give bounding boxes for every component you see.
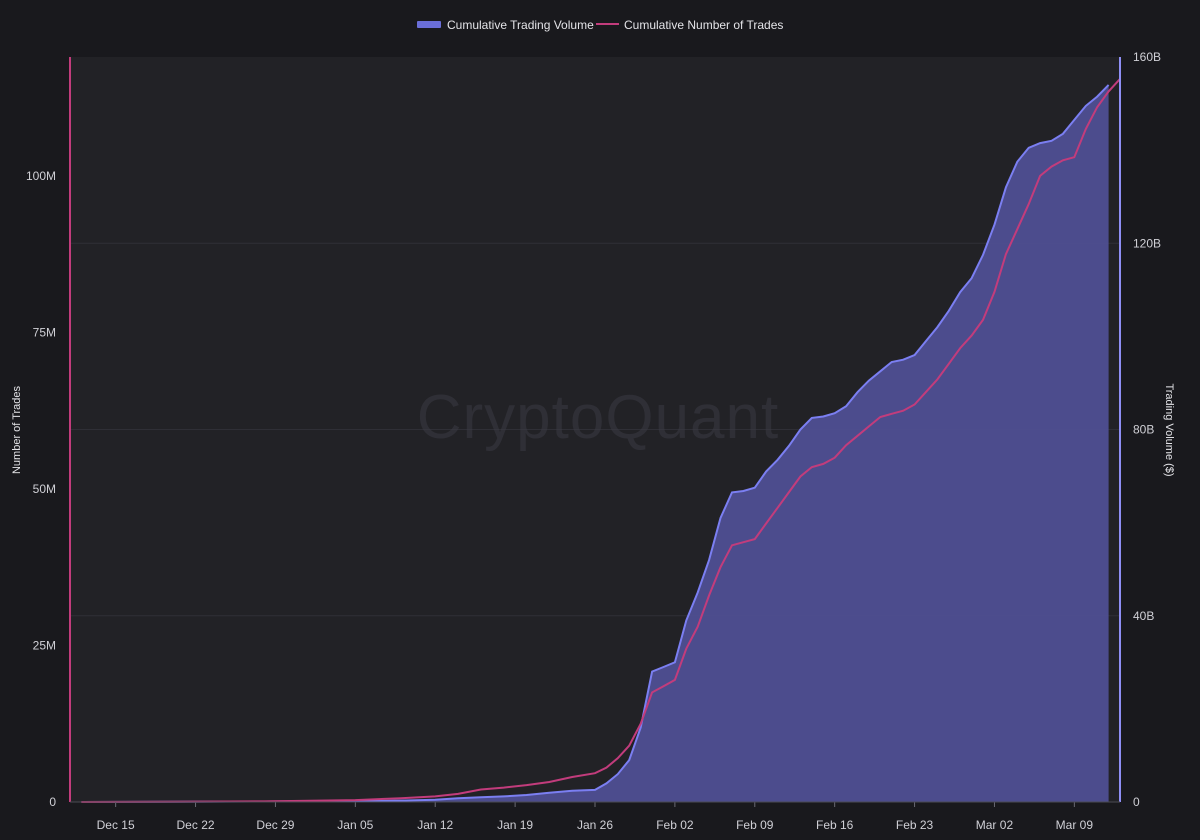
series-volume-area xyxy=(81,84,1109,802)
x-axis-tick-label: Feb 09 xyxy=(736,818,774,832)
legend-item-trades[interactable]: Cumulative Number of Trades xyxy=(596,18,783,32)
x-axis-tick-label: Jan 19 xyxy=(497,818,533,832)
right-axis-tick-label: 0 xyxy=(1133,795,1140,809)
x-axis-tick-label: Dec 22 xyxy=(177,818,215,832)
left-axis-tick-label: 100M xyxy=(26,169,56,183)
x-axis-tick-label: Feb 02 xyxy=(656,818,694,832)
series-volume-line xyxy=(81,84,1110,803)
left-axis-tick-label: 50M xyxy=(33,482,56,496)
left-axis-tick-label: 75M xyxy=(33,325,56,339)
left-axis-tick-label: 0 xyxy=(49,795,56,809)
right-axis-title: Trading Volume ($) xyxy=(1163,383,1175,476)
x-axis-tick-label: Dec 15 xyxy=(97,818,135,832)
left-axis-title: Number of Trades xyxy=(11,385,23,474)
x-axis-tick-label: Jan 05 xyxy=(337,818,373,832)
x-axis: Dec 15 Dec 22 Dec 29 Jan 05 Jan 12 Jan 19 Jan … xyxy=(70,801,1120,832)
left-axis: 0 25M 50M 75M 100M xyxy=(26,57,71,809)
right-axis-tick-label: 80B xyxy=(1133,423,1154,437)
x-axis-tick-label: Jan 12 xyxy=(417,818,453,832)
x-axis-tick-label: Feb 23 xyxy=(896,818,934,832)
series-layer xyxy=(81,78,1121,803)
right-axis-tick-label: 160B xyxy=(1133,50,1161,64)
watermark: CryptoQuant xyxy=(417,383,780,452)
series-trades-line xyxy=(81,78,1121,803)
legend-label-trades: Cumulative Number of Trades xyxy=(624,18,783,32)
x-axis-tick-label: Dec 29 xyxy=(256,818,294,832)
x-axis-tick-label: Jan 26 xyxy=(577,818,613,832)
left-axis-tick-label: 25M xyxy=(33,638,56,652)
x-axis-tick-label: Mar 02 xyxy=(976,818,1014,832)
legend-label-volume: Cumulative Trading Volume xyxy=(447,18,594,32)
x-axis-tick-label: Mar 09 xyxy=(1056,818,1094,832)
right-axis: 0 40B 80B 120B 160B xyxy=(1119,50,1161,809)
legend-swatch-volume xyxy=(417,21,441,28)
right-axis-tick-label: 120B xyxy=(1133,236,1161,250)
legend-item-volume[interactable]: Cumulative Trading Volume xyxy=(417,18,594,32)
x-axis-tick-label: Feb 16 xyxy=(816,818,854,832)
legend: Cumulative Trading Volume Cumulative Num… xyxy=(417,18,783,32)
right-axis-tick-label: 40B xyxy=(1133,609,1154,623)
